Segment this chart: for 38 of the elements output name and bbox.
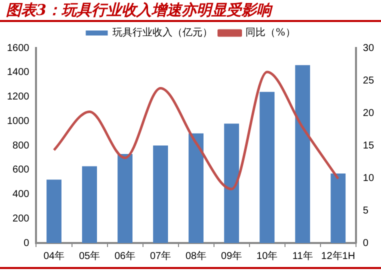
bar [224,124,240,243]
y2-tick-label: 10 [362,172,374,184]
x-tick-label: 05年 [78,250,100,262]
y-tick-label: 1000 [6,116,30,127]
x-tick-label: 10年 [256,250,278,262]
x-tick-label: 09年 [221,250,242,262]
y-tick-label: 1200 [6,92,30,102]
bar [153,146,168,243]
legend-label: 玩具行业收入（亿元） [112,26,213,39]
bar [82,166,97,243]
y2-tick-label: 30 [362,42,374,54]
bar [118,154,132,243]
y-tick-label: 200 [12,213,30,224]
y-tick-label: 400 [12,189,30,200]
y2-tick-label: 20 [362,108,374,119]
legend-label: 同比（%） [246,26,296,39]
chart-title: 图表3：玩具行业收入增速亦明显受影响 [0,0,381,22]
x-tick-label: 06年 [114,250,136,262]
y2-tick-label: 15 [362,140,374,152]
x-tick-label: 04年 [43,250,65,262]
x-tick-label: 11年 [292,250,313,262]
y-tick-label: 600 [12,164,30,176]
x-tick-label: 07年 [150,250,172,262]
bar [330,174,346,243]
y-tick-label: 1600 [6,42,30,54]
x-tick-label: 12年1H [321,250,356,262]
y2-tick-label: 5 [362,205,369,216]
y-tick-label: 800 [12,140,30,152]
x-tick-label: 08年 [186,250,207,262]
y-tick-label: 0 [24,238,30,249]
bar [188,133,204,243]
y2-tick-label: 25 [362,75,374,86]
bar [295,65,310,243]
line-series [52,70,340,190]
y2-tick-label: 0 [362,238,369,249]
bar [46,180,62,243]
bar [260,92,275,243]
y-tick-label: 1400 [6,67,30,78]
